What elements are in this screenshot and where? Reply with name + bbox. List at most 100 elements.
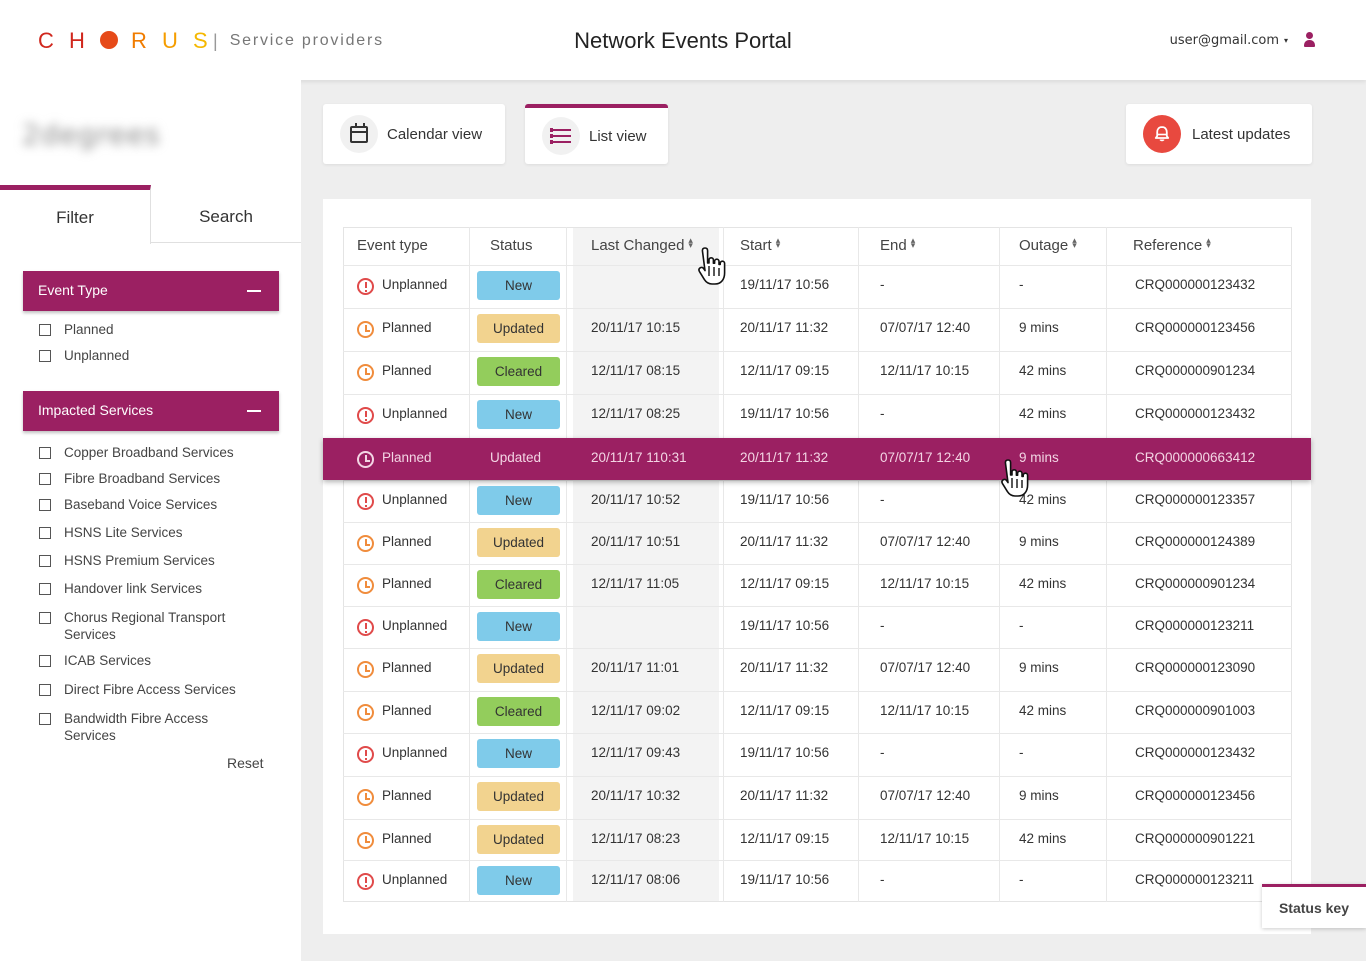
column-header-last-changed[interactable]: Last Changed ▴ ▾ xyxy=(591,235,693,255)
status-badge: Cleared xyxy=(477,570,560,599)
service-option-label: HSNS Lite Services xyxy=(64,525,183,540)
service-option-label: Baseband Voice Services xyxy=(64,497,218,512)
reset-button[interactable]: Reset xyxy=(227,755,264,771)
row-divider xyxy=(343,308,1292,309)
collapse-icon[interactable] xyxy=(247,290,261,292)
column-header-end[interactable]: End ▴ ▾ xyxy=(880,235,916,255)
reference-cell: CRQ000000123456 xyxy=(1135,320,1256,335)
checkbox[interactable] xyxy=(39,473,51,485)
checkbox[interactable] xyxy=(39,655,51,667)
checkbox[interactable] xyxy=(39,713,51,725)
event-type-panel-header[interactable]: Event Type xyxy=(23,271,279,311)
service-option[interactable]: Copper Broadband Services xyxy=(39,444,234,461)
logo-dot-icon xyxy=(100,28,131,54)
row-divider xyxy=(343,564,1292,565)
service-option[interactable]: ICAB Services xyxy=(39,652,151,669)
user-icon[interactable] xyxy=(1304,32,1315,48)
checkbox[interactable] xyxy=(39,583,51,595)
logo-letter-u: U xyxy=(162,28,178,53)
collapse-icon[interactable] xyxy=(247,410,261,412)
column-header-label: Status xyxy=(490,237,533,254)
filter-option-label: Unplanned xyxy=(64,348,130,363)
column-header-reference[interactable]: Reference ▴ ▾ xyxy=(1133,235,1211,255)
calendar-icon xyxy=(340,115,378,153)
sort-icon[interactable]: ▴ ▾ xyxy=(910,235,916,250)
event-type-cell: Planned xyxy=(382,831,432,846)
tab-filter[interactable]: Filter xyxy=(0,185,151,244)
last-changed-cell: 12/11/17 08:06 xyxy=(591,872,681,887)
start-cell: 20/11/17 11:32 xyxy=(740,788,829,803)
service-option[interactable]: Fibre Broadband Services xyxy=(39,470,220,487)
service-option[interactable]: HSNS Premium Services xyxy=(39,552,215,569)
last-changed-cell: 12/11/17 11:05 xyxy=(591,576,680,591)
user-email[interactable]: user@gmail.com xyxy=(1169,32,1279,48)
checkbox[interactable] xyxy=(39,684,51,696)
filter-option-label: Planned xyxy=(64,322,114,337)
chevron-down-icon[interactable]: ▾ xyxy=(1283,35,1288,45)
impacted-services-panel-header[interactable]: Impacted Services xyxy=(23,391,279,431)
checkbox[interactable] xyxy=(39,324,51,336)
last-changed-cell: 20/11/17 110:31 xyxy=(591,450,687,465)
user-menu[interactable]: user@gmail.com ▾ xyxy=(1169,32,1315,48)
checkbox[interactable] xyxy=(39,350,51,362)
checkbox[interactable] xyxy=(39,555,51,567)
service-option-label: Handover link Services xyxy=(64,581,203,596)
last-changed-cell: 20/11/17 11:01 xyxy=(591,660,680,675)
reference-cell: CRQ000000123432 xyxy=(1135,745,1256,760)
filter-option-unplanned[interactable]: Unplanned xyxy=(39,347,129,364)
column-header-event-type[interactable]: Event type xyxy=(357,237,428,254)
start-cell: 19/11/17 10:56 xyxy=(740,618,830,633)
status-badge: New xyxy=(477,271,560,300)
outage-cell: 42 mins xyxy=(1019,363,1067,378)
clock-icon xyxy=(357,364,374,381)
checkbox[interactable] xyxy=(39,612,51,624)
outage-cell: 9 mins xyxy=(1019,534,1059,549)
service-option[interactable]: Chorus Regional Transport Services xyxy=(39,609,239,643)
sort-icon[interactable]: ▴ ▾ xyxy=(688,235,693,250)
start-cell: 12/11/17 09:15 xyxy=(740,831,830,846)
reference-cell: CRQ000000123357 xyxy=(1135,492,1256,507)
row-divider xyxy=(343,606,1292,607)
sort-icon[interactable]: ▴ ▾ xyxy=(1072,235,1077,250)
event-type-cell: Unplanned xyxy=(382,277,448,292)
outage-cell: 9 mins xyxy=(1019,450,1059,465)
checkbox[interactable] xyxy=(39,527,51,539)
column-header-status[interactable]: Status xyxy=(490,237,533,254)
tab-search[interactable]: Search xyxy=(199,207,253,226)
start-cell: 12/11/17 09:15 xyxy=(740,576,830,591)
event-type-cell: Planned xyxy=(382,660,432,675)
status-key-button[interactable]: Status key xyxy=(1262,884,1366,928)
list-view-button[interactable]: List view xyxy=(525,104,668,164)
chorus-logo[interactable]: C H R U S | Service providers xyxy=(38,28,384,54)
sort-icon[interactable]: ▴ ▾ xyxy=(775,235,781,250)
filter-option-planned[interactable]: Planned xyxy=(39,321,114,338)
checkbox[interactable] xyxy=(39,499,51,511)
service-option[interactable]: Handover link Services xyxy=(39,580,202,597)
event-type-cell: Unplanned xyxy=(382,492,448,507)
service-option[interactable]: Direct Fibre Access Services xyxy=(39,681,236,698)
service-option[interactable]: Bandwidth Fibre Access Services xyxy=(39,710,239,744)
column-header-outage[interactable]: Outage ▴ ▾ xyxy=(1019,235,1077,255)
logo-letter-r: R xyxy=(131,28,147,53)
service-option[interactable]: Baseband Voice Services xyxy=(39,496,217,513)
last-changed-cell: 12/11/17 08:15 xyxy=(591,363,681,378)
event-type-cell: Planned xyxy=(382,703,432,718)
sort-icon[interactable]: ▴ ▾ xyxy=(1206,235,1211,250)
service-option[interactable]: HSNS Lite Services xyxy=(39,524,183,541)
alert-icon xyxy=(357,407,374,424)
clock-icon xyxy=(357,832,374,849)
alert-icon xyxy=(357,746,374,763)
row-divider xyxy=(343,691,1292,692)
latest-updates-button[interactable]: Latest updates xyxy=(1126,104,1312,164)
calendar-view-button[interactable]: Calendar view xyxy=(323,104,505,164)
reference-cell: CRQ000000123090 xyxy=(1135,660,1256,675)
start-cell: 19/11/17 10:56 xyxy=(740,492,830,507)
start-cell: 19/11/17 10:56 xyxy=(740,277,830,292)
sidebar: 2degrees Filter Search Event Type Planne… xyxy=(0,80,301,961)
calendar-view-label: Calendar view xyxy=(387,125,483,143)
checkbox[interactable] xyxy=(39,447,51,459)
table-row-selected[interactable]: Planned Updated 20/11/17 110:31 20/11/17 11… xyxy=(323,438,1311,480)
event-type-cell: Unplanned xyxy=(382,745,448,760)
hand-pointer-icon xyxy=(1001,459,1029,497)
column-header-start[interactable]: Start ▴ ▾ xyxy=(740,235,781,255)
